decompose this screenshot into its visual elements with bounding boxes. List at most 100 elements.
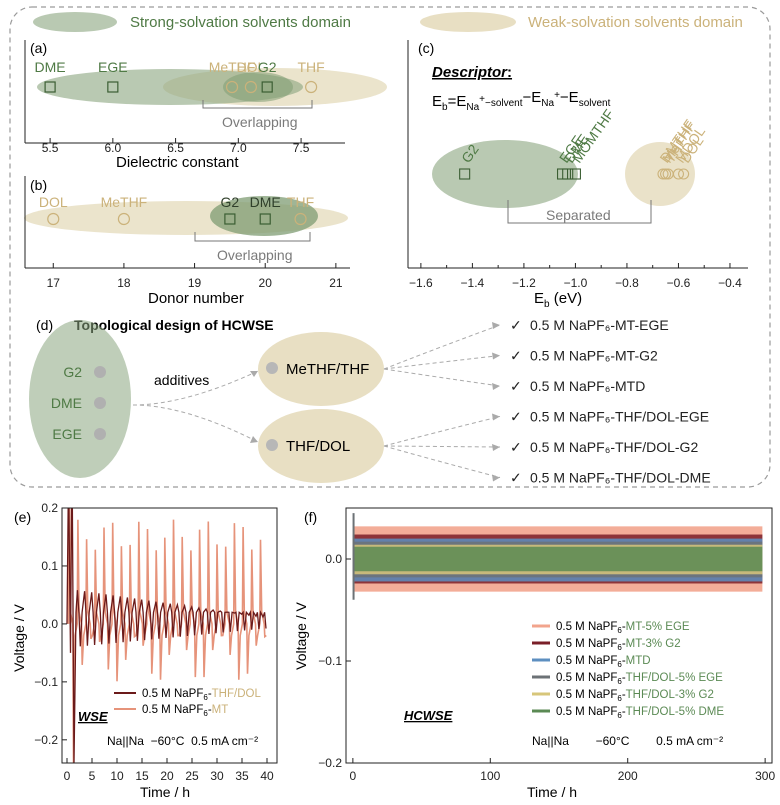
panel-label-d: (d) (36, 317, 53, 333)
panel-a-point-label: G2 (258, 59, 277, 75)
panel-e-conditions: Na||Na −60°C 0.5 mA cm⁻² (107, 734, 258, 748)
panel-d-arrowhead (492, 322, 500, 329)
panel-d-strong-item-dot (94, 428, 106, 440)
panel-f-xlabel: Time / h (527, 784, 577, 800)
panel-b-xtick-label: 19 (188, 276, 202, 290)
panel-d-weak-group-1-label: MeTHF/THF (286, 361, 369, 378)
panel-c-xtick-label: −0.8 (615, 276, 639, 290)
legend-weak-label: Weak-solvation solvents domain (528, 14, 743, 31)
panel-b-xtick-label: 17 (47, 276, 61, 290)
panel-c-xtick-label: −1.4 (461, 276, 485, 290)
panel-f: 0 100 200 300 −0.2 −0.1 0.0 Voltage / V Time /… (293, 507, 775, 800)
panel-e-plot-area (66, 508, 267, 763)
panel-e-xtick-label: 20 (160, 769, 174, 783)
panel-d-electrolyte-item: 0.5 M NaPF₆-THF/DOL-DME (530, 470, 711, 486)
panel-f-ytick-label: −0.1 (318, 654, 342, 668)
panel-e-legend-label: 0.5 M NaPF6-THF/DOL (142, 688, 261, 702)
panel-e-ytick-label: 0.0 (41, 617, 58, 631)
panel-d-arrowhead-lower (250, 436, 258, 443)
panel-d-arrowhead (492, 474, 500, 482)
panel-d-check-icon: ✓ (510, 439, 522, 455)
panel-a-point-label: MeTHF (209, 59, 256, 75)
panel-f-xtick-label: 0 (350, 769, 357, 783)
panel-a-point-label: THF (298, 59, 325, 75)
panel-b-strong-domain (210, 196, 318, 236)
panel-e-legend-label: 0.5 M NaPF6-MT (142, 704, 228, 718)
panel-c-descriptor: Descriptor: (432, 64, 512, 81)
panel-label-a: (a) (30, 40, 47, 56)
panel-c-separated-bracket (507, 200, 652, 224)
panel-c-point-momthf (569, 168, 581, 180)
panel-a-point-dme (44, 81, 56, 93)
panel-f-xtick-label: 300 (755, 769, 775, 783)
panel-b-xtick-label: 20 (259, 276, 273, 290)
panel-d-strong-item: G2 (63, 364, 82, 380)
panel-e-xtick-label: 40 (260, 769, 274, 783)
panel-c-separated-label: Separated (546, 207, 611, 223)
panel-a-point-label: EGE (98, 59, 128, 75)
panel-e-xtick-label: 35 (235, 769, 249, 783)
panel-a-xtick-label: 7.5 (293, 141, 310, 155)
panel-c-point-g2 (459, 168, 471, 180)
panel-e-tag: WSE (78, 709, 108, 724)
panel-b-point-label: DOL (39, 194, 68, 210)
panel-e-xtick-label: 15 (135, 769, 149, 783)
panel-b-point-dol (47, 212, 60, 226)
panel-e-ytick-label: −0.1 (34, 675, 58, 689)
panel-d-weak-group-2-label: THF/DOL (286, 438, 350, 455)
panel-c-point-dme (562, 168, 574, 180)
panel-a-point-ege (107, 81, 119, 93)
legend-strong-label: Strong-solvation solvents domain (130, 14, 351, 31)
panel-b-point-thf (294, 212, 307, 226)
panel-f-legend-label: 0.5 M NaPF6-THF/DOL-5% EGE (556, 672, 723, 686)
panel-b-overlap-label: Overlapping (217, 247, 293, 263)
panel-e-xtick-label: 0 (64, 769, 71, 783)
panel-d-strong-item: DME (51, 395, 82, 411)
panel-d-arrow (383, 416, 501, 447)
panel-c-formula: Eb=ENa+−solvent−ENa+−Esolvent (432, 89, 611, 113)
panel-a-point-label: DME (35, 59, 66, 75)
panel-e-ytick-label: 0.2 (41, 501, 58, 515)
panel-e-xtick-label: 5 (89, 769, 96, 783)
panel-f-ytick-label: 0.0 (325, 552, 342, 566)
top-legend: Strong-solvation solvents domain Weak-so… (33, 12, 743, 32)
panel-d-arrowhead (492, 383, 500, 390)
panel-d-weak-group-2 (258, 409, 384, 483)
panel-c-strong-domain (432, 140, 578, 208)
panel-f-conditions: Na||Na −60°C 0.5 mA cm⁻² (532, 734, 723, 748)
panel-b-xlabel: Donor number (148, 290, 244, 307)
panel-a-xlabel: Dielectric constant (116, 154, 239, 171)
panel-b-point-label: G2 (221, 194, 240, 210)
panel-d-check-icon: ✓ (510, 348, 522, 364)
panel-a-point-thf (305, 80, 318, 94)
panel-f-legend-label: 0.5 M NaPF6-MT-3% G2 (556, 638, 681, 652)
panel-b-point-dme (259, 213, 271, 225)
panel-d-arrow (383, 445, 501, 448)
panel-e-ytick-label: 0.1 (41, 559, 58, 573)
panel-b-point-label: THF (287, 194, 314, 210)
panel-d-weak-group-2-dot (266, 439, 278, 451)
panel-d-arrowhead (492, 413, 500, 421)
panel-e-ytick-label: −0.2 (34, 733, 58, 747)
panel-d-arrow-lower (132, 404, 259, 443)
panel-c-xtick-label: −0.4 (718, 276, 742, 290)
panel-a-point-g2 (261, 81, 273, 93)
panel-d-arrowhead-upper (250, 371, 258, 377)
panel-f-ytick-label: −0.2 (318, 756, 342, 770)
panel-b-overlap-bracket (194, 232, 311, 242)
panel-c: Descriptor: Eb=ENa+−solvent−ENa+−Esolven… (407, 40, 748, 310)
panel-a-point-methf (225, 80, 239, 94)
panel-label-b: (b) (30, 177, 47, 193)
panel-f-legend-label: 0.5 M NaPF6-THF/DOL-5% DME (556, 706, 724, 720)
panel-f-legend-label: 0.5 M NaPF6-MT-5% EGE (556, 621, 690, 635)
panel-e-xlabel: Time / h (140, 784, 190, 800)
panel-d-electrolyte-item: 0.5 M NaPF₆-MT-G2 (530, 348, 658, 364)
panel-d-electrolyte-item: 0.5 M NaPF₆-MT-EGE (530, 317, 669, 333)
panel-c-point-dmthf (657, 168, 669, 180)
panel-e-xtick-label: 25 (185, 769, 199, 783)
panel-f-tag: HCWSE (404, 708, 453, 723)
panel-d-strong-group (29, 320, 131, 478)
panel-d-arrow (383, 445, 501, 478)
